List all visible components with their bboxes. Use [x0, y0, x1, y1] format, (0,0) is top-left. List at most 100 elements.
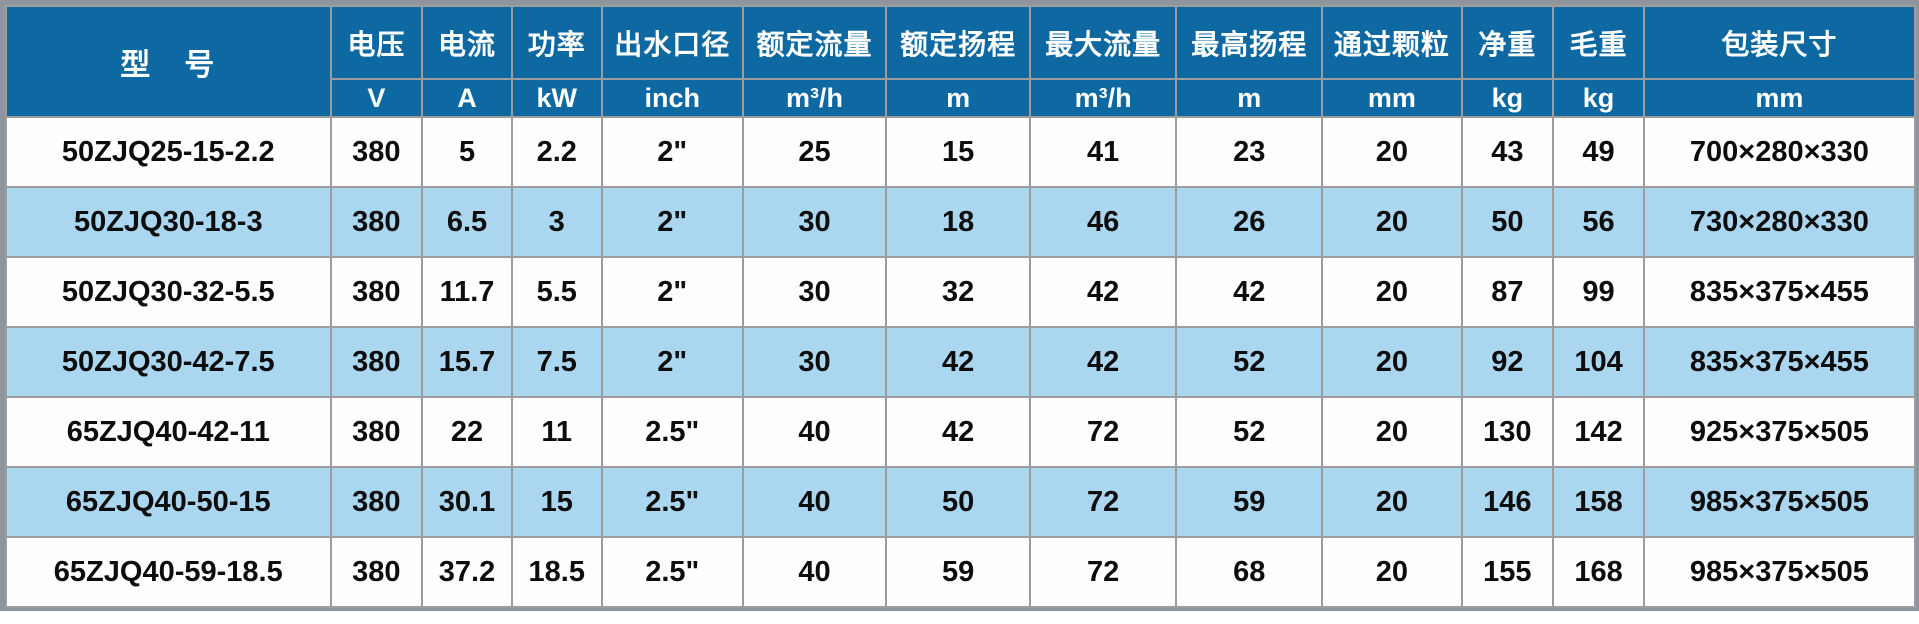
data-cell-net-weight: 92	[1460, 326, 1555, 398]
header-labels-row: 型 号电压 电流 功率 出水口径 额定流量 额定扬程 最大流量 最高扬程 通过颗粒 净重 毛重 包装尺…	[5, 5, 1917, 118]
model-cell: 50ZJQ25-15-2.2	[5, 116, 332, 188]
column-header-outlet-diameter: 出水口径	[600, 5, 744, 80]
data-cell-max-head: 26	[1175, 186, 1324, 258]
data-cell-rated-flow: 30	[741, 186, 888, 258]
data-cell-rated-flow: 30	[741, 326, 888, 398]
column-header-model: 型 号	[5, 5, 332, 118]
data-cell-particle-size: 20	[1321, 256, 1463, 328]
data-cell-outlet-diameter: 2"	[600, 256, 744, 328]
data-cell-rated-head: 42	[885, 326, 1032, 398]
data-cell-current: 37.2	[421, 536, 513, 608]
data-cell-voltage: 380	[329, 256, 424, 328]
data-cell-max-flow: 46	[1029, 186, 1178, 258]
data-cell-particle-size: 20	[1321, 186, 1463, 258]
data-cell-rated-flow: 25	[741, 116, 888, 188]
data-cell-voltage: 380	[329, 186, 424, 258]
column-header-max-flow: 最大流量	[1029, 5, 1178, 80]
model-cell: 50ZJQ30-42-7.5	[5, 326, 332, 398]
table-row: 50ZJQ25-15-2.2 380 5 2.2 2" 25 15 41 23 20 43 49 700…	[5, 116, 1917, 188]
data-cell-voltage: 380	[329, 466, 424, 538]
data-cell-rated-head: 50	[885, 466, 1032, 538]
unit-cell-gross-weight: kg	[1552, 78, 1645, 118]
column-header-rated-flow: 额定流量	[741, 5, 888, 80]
model-cell: 65ZJQ40-50-15	[5, 466, 332, 538]
data-cell-max-head: 59	[1175, 466, 1324, 538]
data-cell-gross-weight: 142	[1552, 396, 1645, 468]
unit-cell-max-flow: m³/h	[1029, 78, 1178, 118]
data-cell-current: 22	[421, 396, 513, 468]
column-header-max-head: 最高扬程	[1175, 5, 1324, 80]
data-cell-outlet-diameter: 2"	[600, 186, 744, 258]
data-cell-rated-flow: 30	[741, 256, 888, 328]
data-cell-outlet-diameter: 2.5"	[600, 536, 744, 608]
model-cell: 65ZJQ40-59-18.5	[5, 536, 332, 608]
data-cell-max-flow: 72	[1029, 466, 1178, 538]
table-body: 50ZJQ25-15-2.2 380 5 2.2 2" 25 15 41 23 20 43 49 700…	[5, 116, 1917, 608]
data-cell-rated-head: 15	[885, 116, 1032, 188]
data-cell-package-size: 835×375×455	[1642, 256, 1917, 328]
data-cell-power: 3	[510, 186, 603, 258]
unit-cell-particle-size: mm	[1321, 78, 1463, 118]
data-cell-power: 2.2	[510, 116, 603, 188]
data-cell-max-head: 42	[1175, 256, 1324, 328]
data-cell-particle-size: 20	[1321, 116, 1463, 188]
data-cell-gross-weight: 49	[1552, 116, 1645, 188]
data-cell-particle-size: 20	[1321, 326, 1463, 398]
table-row: 50ZJQ30-18-3 380 6.5 3 2" 30 18 46 26 20 50 56 730×2…	[5, 186, 1917, 258]
data-cell-particle-size: 20	[1321, 396, 1463, 468]
data-cell-power: 18.5	[510, 536, 603, 608]
data-cell-package-size: 730×280×330	[1642, 186, 1917, 258]
data-cell-outlet-diameter: 2"	[600, 116, 744, 188]
spec-table: 型 号电压 电流 功率 出水口径 额定流量 额定扬程 最大流量 最高扬程 通过颗粒 净重 毛重 包装尺…	[5, 5, 1917, 608]
data-cell-rated-flow: 40	[741, 466, 888, 538]
spec-table-container: 型 号电压 电流 功率 出水口径 额定流量 额定扬程 最大流量 最高扬程 通过颗粒 净重 毛重 包装尺…	[0, 0, 1919, 611]
data-cell-gross-weight: 56	[1552, 186, 1645, 258]
data-cell-net-weight: 43	[1460, 116, 1555, 188]
unit-cell-rated-head: m	[885, 78, 1032, 118]
data-cell-max-head: 52	[1175, 396, 1324, 468]
data-cell-current: 6.5	[421, 186, 513, 258]
model-cell: 50ZJQ30-32-5.5	[5, 256, 332, 328]
data-cell-gross-weight: 158	[1552, 466, 1645, 538]
unit-cell-outlet-diameter: inch	[600, 78, 744, 118]
model-cell: 50ZJQ30-18-3	[5, 186, 332, 258]
column-header-particle-size: 通过颗粒	[1321, 5, 1463, 80]
data-cell-net-weight: 146	[1460, 466, 1555, 538]
data-cell-max-head: 52	[1175, 326, 1324, 398]
unit-cell-rated-flow: m³/h	[741, 78, 888, 118]
unit-cell-net-weight: kg	[1460, 78, 1555, 118]
model-cell: 65ZJQ40-42-11	[5, 396, 332, 468]
column-header-gross-weight: 毛重	[1552, 5, 1645, 80]
data-cell-rated-head: 18	[885, 186, 1032, 258]
data-cell-package-size: 985×375×505	[1642, 536, 1917, 608]
data-cell-max-head: 68	[1175, 536, 1324, 608]
table-row: 50ZJQ30-32-5.5 380 11.7 5.5 2" 30 32 42 42 20 87 99…	[5, 256, 1917, 328]
data-cell-net-weight: 130	[1460, 396, 1555, 468]
data-cell-rated-flow: 40	[741, 536, 888, 608]
data-cell-outlet-diameter: 2.5"	[600, 466, 744, 538]
data-cell-voltage: 380	[329, 396, 424, 468]
column-header-voltage: 电压	[329, 5, 424, 80]
data-cell-rated-head: 42	[885, 396, 1032, 468]
unit-cell-voltage: V	[329, 78, 424, 118]
data-cell-voltage: 380	[329, 536, 424, 608]
column-header-current: 电流	[421, 5, 513, 80]
data-cell-gross-weight: 99	[1552, 256, 1645, 328]
column-header-rated-head: 额定扬程	[885, 5, 1032, 80]
data-cell-package-size: 700×280×330	[1642, 116, 1917, 188]
data-cell-rated-head: 59	[885, 536, 1032, 608]
unit-cell-max-head: m	[1175, 78, 1324, 118]
data-cell-rated-head: 32	[885, 256, 1032, 328]
data-cell-max-head: 23	[1175, 116, 1324, 188]
table-row: 50ZJQ30-42-7.5 380 15.7 7.5 2" 30 42 42 52 20 92 10…	[5, 326, 1917, 398]
data-cell-outlet-diameter: 2"	[600, 326, 744, 398]
unit-cell-power: kW	[510, 78, 603, 118]
table-header: 型 号电压 电流 功率 出水口径 额定流量 额定扬程 最大流量 最高扬程 通过颗粒 净重 毛重 包装尺…	[5, 5, 1917, 118]
data-cell-net-weight: 50	[1460, 186, 1555, 258]
data-cell-current: 15.7	[421, 326, 513, 398]
data-cell-max-flow: 42	[1029, 326, 1178, 398]
data-cell-package-size: 835×375×455	[1642, 326, 1917, 398]
data-cell-outlet-diameter: 2.5"	[600, 396, 744, 468]
data-cell-power: 5.5	[510, 256, 603, 328]
